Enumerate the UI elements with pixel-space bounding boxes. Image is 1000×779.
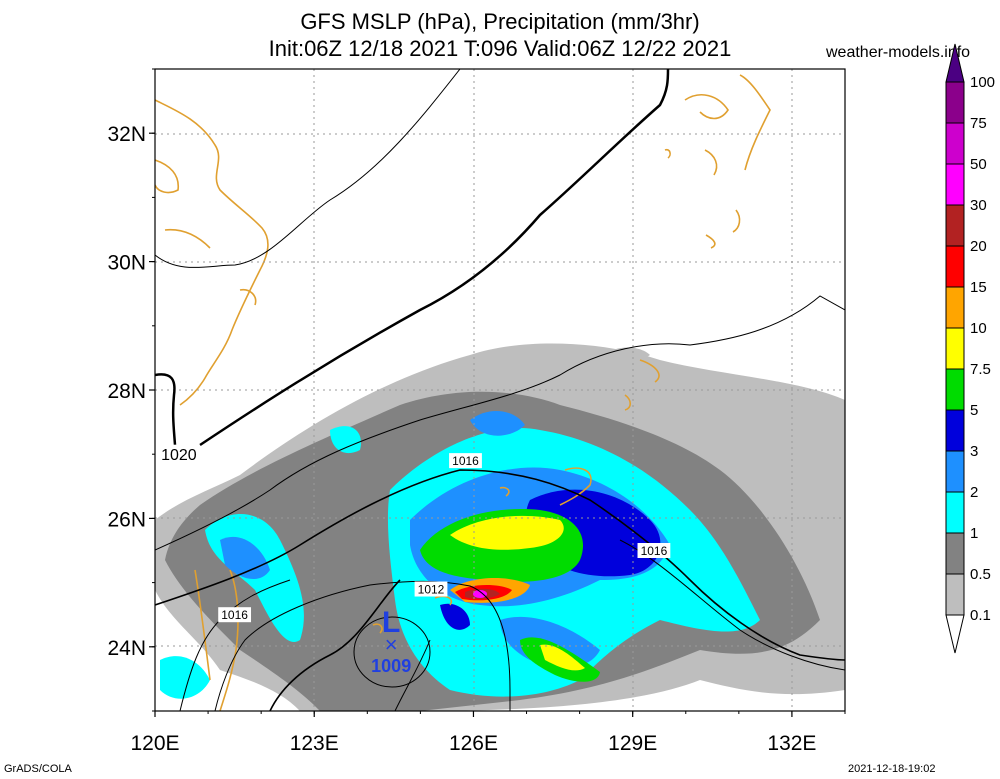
colorbar-segment bbox=[945, 163, 965, 206]
colorbar-level-label: 75 bbox=[970, 115, 987, 132]
isobar-1012-inner-line bbox=[394, 639, 431, 711]
isobar-1020-line bbox=[199, 69, 670, 447]
map-subtitle: Init:06Z 12/18 2021 T:096 Valid:06Z 12/2… bbox=[268, 36, 732, 61]
colorbar-segment bbox=[945, 409, 965, 452]
map-plot-area: 1020 1016 1016 1012 1016 L×1009 bbox=[155, 69, 845, 711]
colorbar-level-label: 30 bbox=[970, 197, 987, 214]
colorbar-segment bbox=[945, 204, 965, 247]
watermark: weather-models.info bbox=[826, 44, 971, 61]
isobar-labels: 1020 1016 1016 1012 1016 bbox=[157, 444, 671, 623]
colorbar-level-label: 50 bbox=[970, 156, 987, 173]
colorbar-top-cap bbox=[945, 43, 965, 83]
isobar-label: 1016 bbox=[641, 544, 668, 558]
lat-tick-label: 32N bbox=[107, 123, 146, 146]
graticule bbox=[155, 69, 845, 711]
isobar-1012-line bbox=[214, 580, 511, 711]
colorbar-level-label: 7.5 bbox=[970, 361, 991, 378]
isobar-label-bg bbox=[637, 543, 671, 558]
isobar-1009-ring bbox=[353, 616, 431, 688]
colorbar-level-label: 5 bbox=[970, 402, 978, 419]
isobar-label: 1016 bbox=[221, 608, 248, 622]
low-marker: × bbox=[385, 632, 398, 657]
isobar-1016-east-line bbox=[619, 539, 845, 671]
lat-tick-label: 30N bbox=[107, 252, 146, 275]
map-title: GFS MSLP (hPa), Precipitation (mm/3hr) bbox=[300, 9, 700, 34]
colorbar-segment bbox=[945, 286, 965, 329]
colorbar-level-label: 0.1 bbox=[970, 607, 991, 624]
low-pressure-center: L×1009 bbox=[371, 606, 411, 676]
precip-30-layer bbox=[473, 590, 487, 598]
precip-7.5-layer bbox=[450, 515, 585, 671]
colorbar-segment bbox=[945, 245, 965, 288]
lon-tick-label: 120E bbox=[130, 732, 179, 755]
colorbar-level-label: 0.5 bbox=[970, 566, 991, 583]
isobar-label-bg bbox=[218, 607, 252, 623]
colorbar-level-label: 10 bbox=[970, 320, 987, 337]
footer-credit: GrADS/COLA bbox=[4, 763, 72, 775]
lon-tick-label: 126E bbox=[449, 732, 498, 755]
colorbar-segment bbox=[945, 122, 965, 165]
colorbar-level-label: 2 bbox=[970, 484, 978, 501]
colorbar-level-label: 100 bbox=[970, 74, 995, 91]
isobar-1024-line bbox=[155, 69, 461, 268]
lon-tick-label: 123E bbox=[290, 732, 339, 755]
footer-timestamp: 2021-12-18-19:02 bbox=[848, 763, 936, 775]
isobar-label-bg bbox=[449, 453, 482, 469]
colorbar-level-label: 15 bbox=[970, 279, 987, 296]
coastlines bbox=[155, 74, 771, 711]
lat-tick-label: 24N bbox=[107, 637, 146, 660]
isobar-label-bg bbox=[157, 444, 201, 464]
colorbar-segment bbox=[945, 491, 965, 534]
isobar-label: 1016 bbox=[452, 454, 479, 468]
isobar-1016-thin-line bbox=[155, 295, 845, 551]
colorbar-level-label: 1 bbox=[970, 525, 978, 542]
isobar-label: 1012 bbox=[418, 582, 445, 596]
isobar-1016-line bbox=[155, 469, 845, 661]
colorbar-segment bbox=[945, 81, 965, 124]
isobar-1020-west-line bbox=[155, 373, 177, 446]
colorbar-segment bbox=[945, 573, 965, 616]
colorbar-bottom-cap bbox=[945, 614, 965, 654]
isobar-label: 1020 bbox=[161, 447, 197, 464]
isobar-1016-south-line bbox=[269, 579, 401, 711]
colorbar-segment bbox=[945, 450, 965, 493]
colorbar-segment bbox=[945, 532, 965, 575]
isobar-label-bg bbox=[414, 581, 448, 597]
lon-tick-label: 132E bbox=[767, 732, 816, 755]
low-symbol: L bbox=[382, 606, 400, 639]
low-pressure-value: 1009 bbox=[371, 656, 411, 676]
lat-tick-label: 28N bbox=[107, 380, 146, 403]
longitude-axis: 120E 123E 126E 129E 132E bbox=[130, 711, 846, 755]
colorbar-level-label: 20 bbox=[970, 238, 987, 255]
lon-tick-label: 129E bbox=[608, 732, 657, 755]
colorbar-level-label: 3 bbox=[970, 443, 978, 460]
precip-colorbar: 0.1 0.5 1 2 3 5 7.5 10 15 20 30 50 75 100 bbox=[945, 43, 995, 654]
lat-tick-label: 26N bbox=[107, 508, 146, 531]
colorbar-segment bbox=[945, 368, 965, 411]
latitude-axis: 24N 26N 28N 30N 32N bbox=[107, 68, 155, 712]
colorbar-segment bbox=[945, 327, 965, 370]
